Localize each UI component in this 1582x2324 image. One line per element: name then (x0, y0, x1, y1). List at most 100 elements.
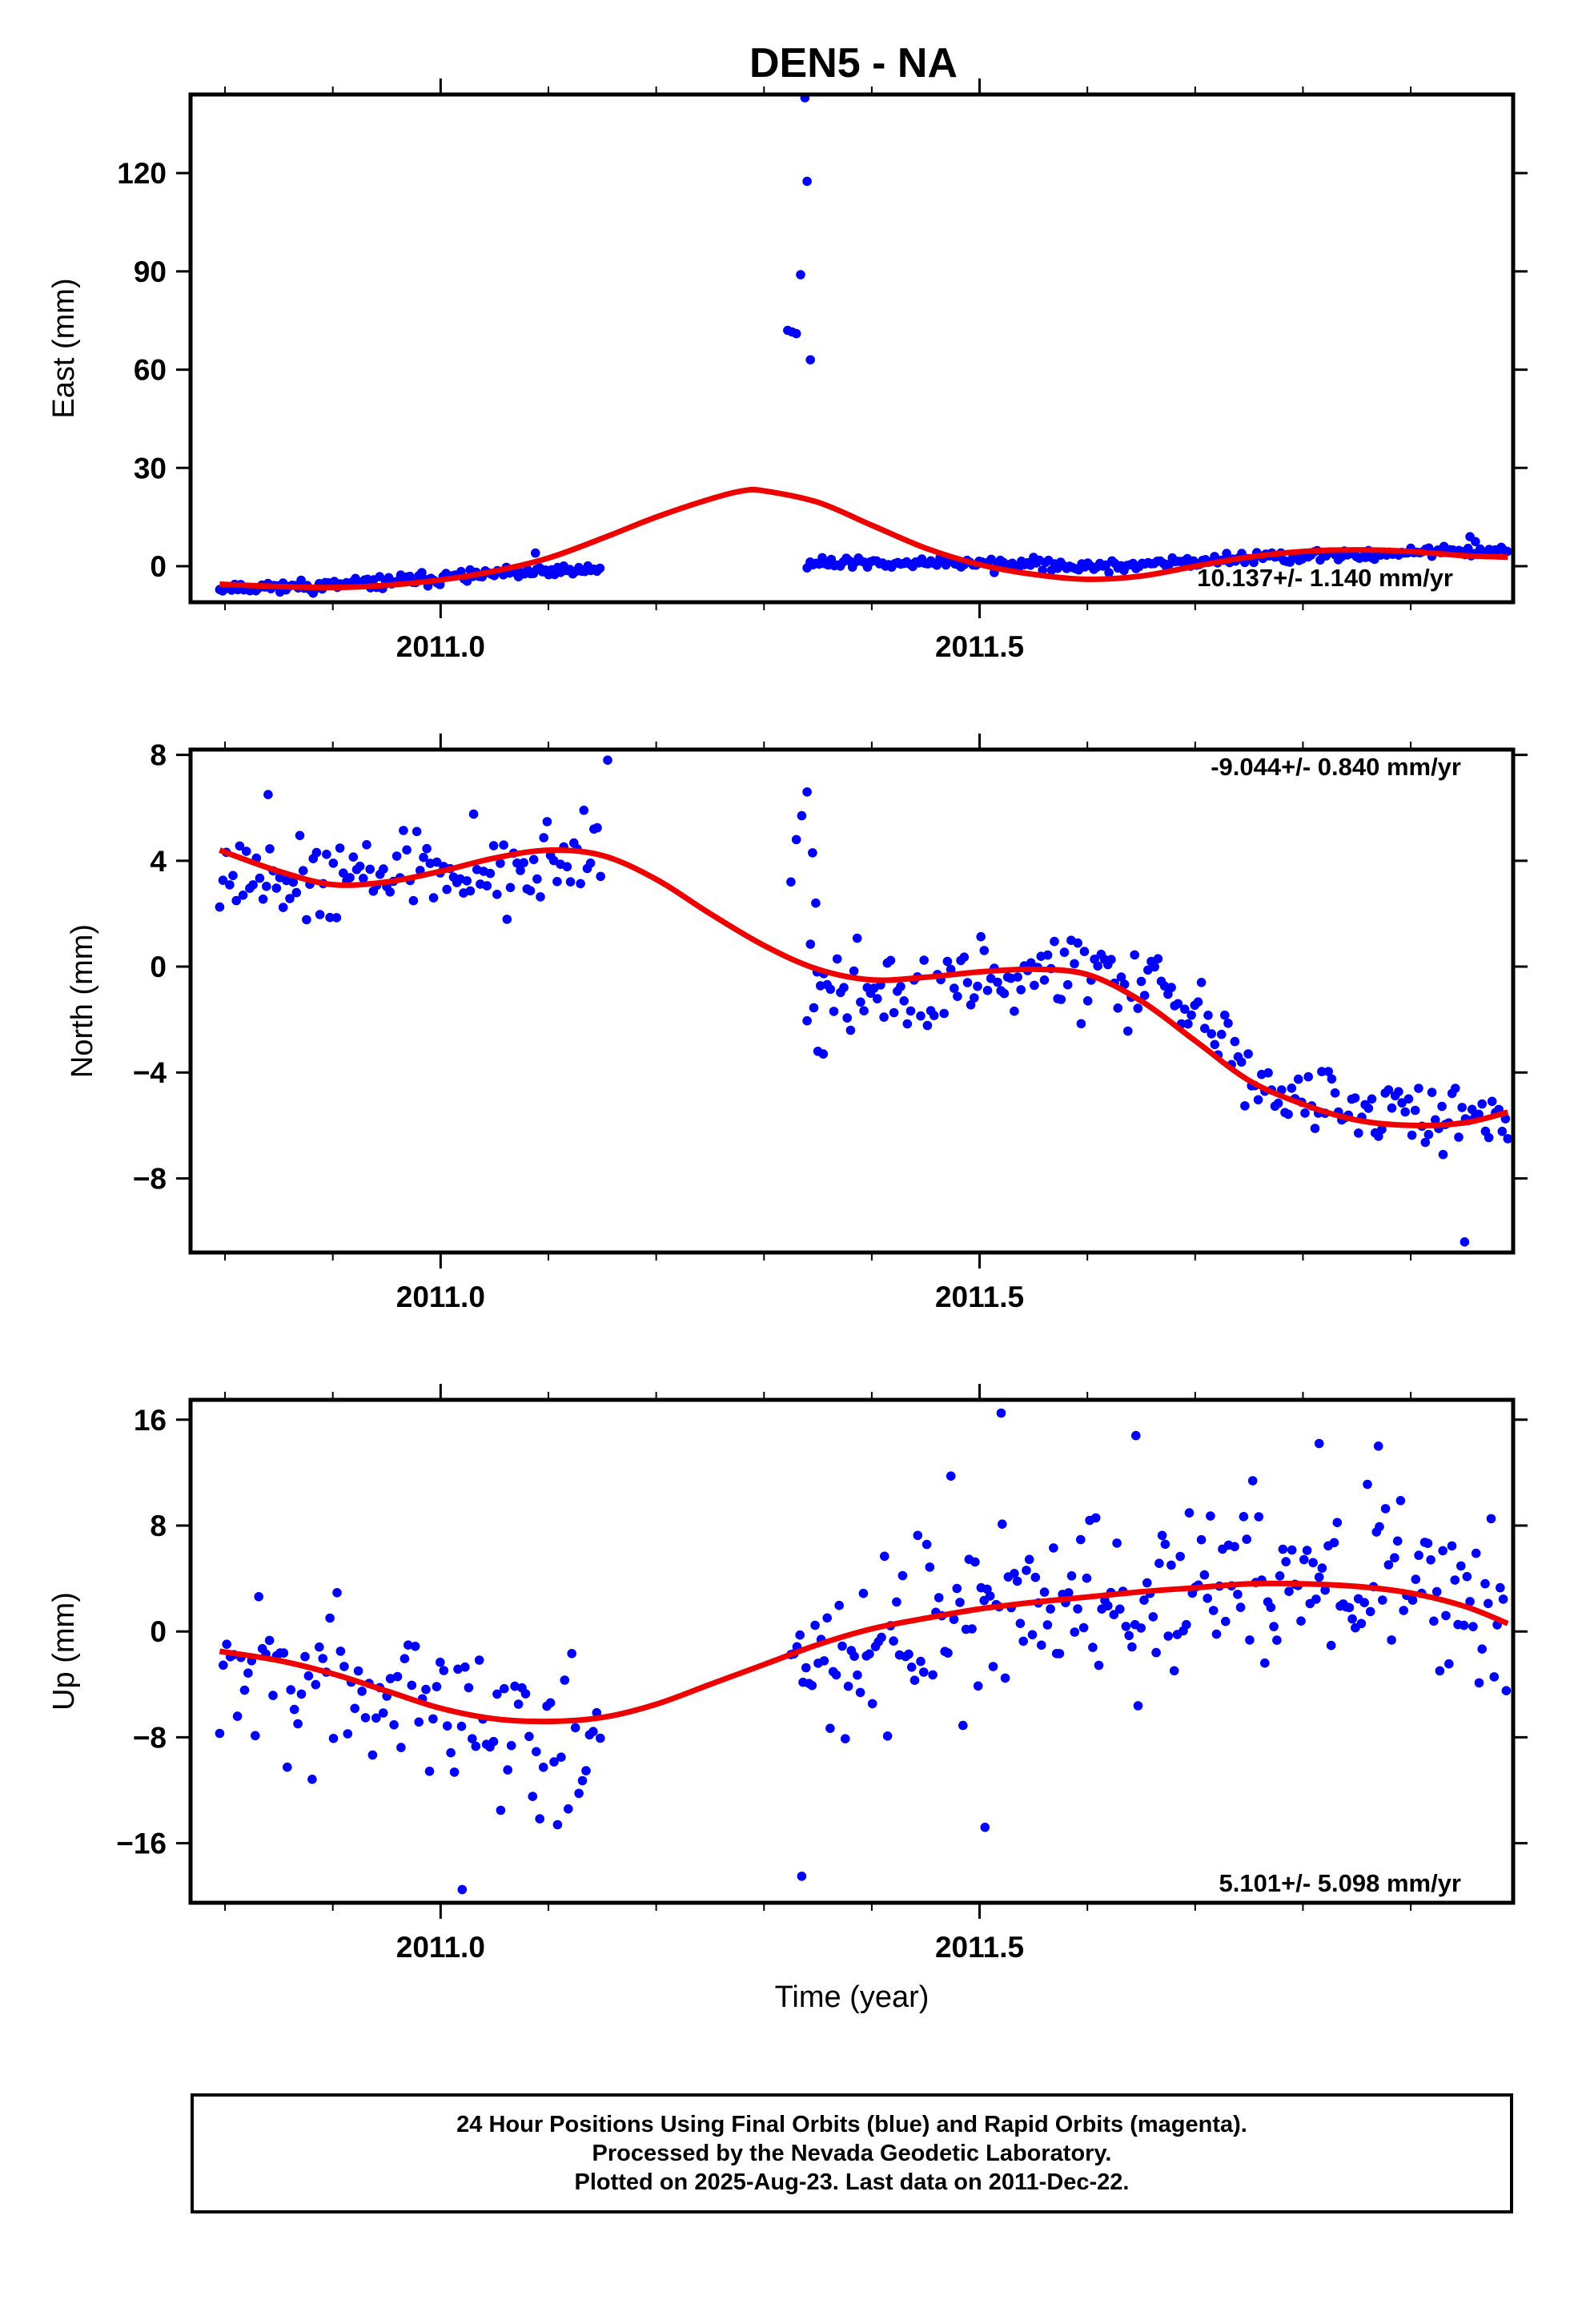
data-point (539, 833, 548, 842)
data-point (1394, 1087, 1403, 1096)
data-point (562, 862, 572, 872)
data-point (797, 810, 807, 821)
data-point (228, 870, 238, 881)
data-point (577, 1775, 588, 1786)
x-tick-label: 2011.5 (935, 1281, 1024, 1313)
data-point (801, 1663, 811, 1673)
data-point (225, 880, 235, 890)
data-point (837, 1641, 847, 1651)
data-point (791, 834, 801, 845)
data-point (396, 1743, 406, 1752)
data-point (215, 1728, 225, 1739)
data-point (339, 868, 348, 878)
data-point (241, 846, 251, 856)
data-point (519, 858, 528, 868)
data-point (998, 1519, 1007, 1529)
data-point (1287, 1084, 1297, 1093)
data-point (1220, 1010, 1230, 1020)
data-point (263, 790, 273, 799)
data-point (328, 1734, 339, 1743)
data-point (1082, 1573, 1092, 1583)
fit-curve (219, 1580, 1509, 1725)
data-point (442, 884, 452, 895)
data-point (588, 1727, 598, 1736)
data-point (565, 877, 576, 887)
data-point (1245, 1635, 1255, 1645)
data-point (942, 956, 953, 967)
data-point (1012, 1576, 1022, 1586)
data-point (265, 844, 275, 854)
data-point (560, 1675, 570, 1685)
data-point (278, 903, 288, 912)
data-point (802, 176, 812, 187)
data-point (1311, 1594, 1321, 1604)
data-point (428, 893, 439, 903)
y-axis-label: Up (mm) (47, 1592, 81, 1711)
data-point (1377, 1124, 1387, 1135)
data-point (1243, 1049, 1253, 1059)
data-point (1498, 1594, 1508, 1604)
data-point (1363, 1104, 1374, 1113)
data-point (1407, 1130, 1417, 1140)
data-point (970, 1557, 980, 1567)
data-point (505, 883, 516, 893)
y-tick-label: −4 (133, 1056, 167, 1089)
data-point (993, 977, 1002, 987)
data-point (1239, 1512, 1249, 1522)
data-point (808, 848, 817, 858)
data-point (1465, 1597, 1475, 1606)
x-axis-label: Time (year) (775, 1980, 930, 2014)
fit-curve (219, 486, 1508, 591)
data-point (255, 873, 265, 883)
data-point (285, 894, 295, 903)
data-point (1426, 1555, 1435, 1565)
data-point (1037, 1640, 1046, 1651)
data-point (1070, 959, 1079, 969)
figure-title: DEN5 - NA (749, 40, 958, 86)
data-point (1480, 1578, 1490, 1589)
data-point (795, 1630, 805, 1640)
data-point (1454, 1132, 1464, 1142)
data-point (392, 1671, 403, 1682)
data-point (1123, 1026, 1133, 1036)
data-point (1154, 1558, 1164, 1568)
panel-up: 2011.0 2011.5 −16 −8 0 8 16 Up (mm) Time (year) 5… (47, 1384, 1528, 2014)
data-point (906, 1663, 917, 1672)
data-point (283, 1762, 292, 1772)
data-point (831, 1670, 841, 1680)
data-point (902, 1019, 913, 1029)
data-point (528, 1791, 538, 1801)
data-point (904, 1649, 913, 1659)
data-point (1180, 1004, 1190, 1014)
data-point (1471, 537, 1480, 547)
data-point (1103, 1601, 1113, 1610)
data-point (311, 1679, 321, 1690)
data-point (865, 1649, 874, 1659)
data-point (570, 1723, 580, 1733)
data-point (822, 1613, 832, 1623)
data-point (1119, 979, 1130, 989)
data-point (1496, 1582, 1505, 1593)
data-point (1451, 1084, 1460, 1093)
data-point (378, 1708, 388, 1718)
data-point (1166, 983, 1176, 992)
data-point (1486, 1514, 1496, 1524)
data-point (545, 1698, 556, 1708)
y-tick-label: 60 (134, 354, 167, 387)
data-point (520, 1689, 531, 1699)
x-tick-label: 2011.0 (396, 630, 485, 663)
y-tick-label: −8 (133, 1721, 167, 1754)
data-point (1199, 1570, 1210, 1580)
data-point (1184, 1508, 1195, 1518)
data-point (1283, 1109, 1293, 1120)
data-point (532, 1747, 541, 1757)
data-point (841, 1734, 850, 1743)
data-point (307, 1775, 317, 1784)
data-point (296, 1689, 307, 1699)
data-point (453, 1664, 463, 1675)
data-point (1223, 1019, 1233, 1028)
data-point (254, 1592, 264, 1602)
data-point (512, 858, 522, 868)
data-point (899, 996, 909, 1006)
data-point (919, 955, 929, 965)
